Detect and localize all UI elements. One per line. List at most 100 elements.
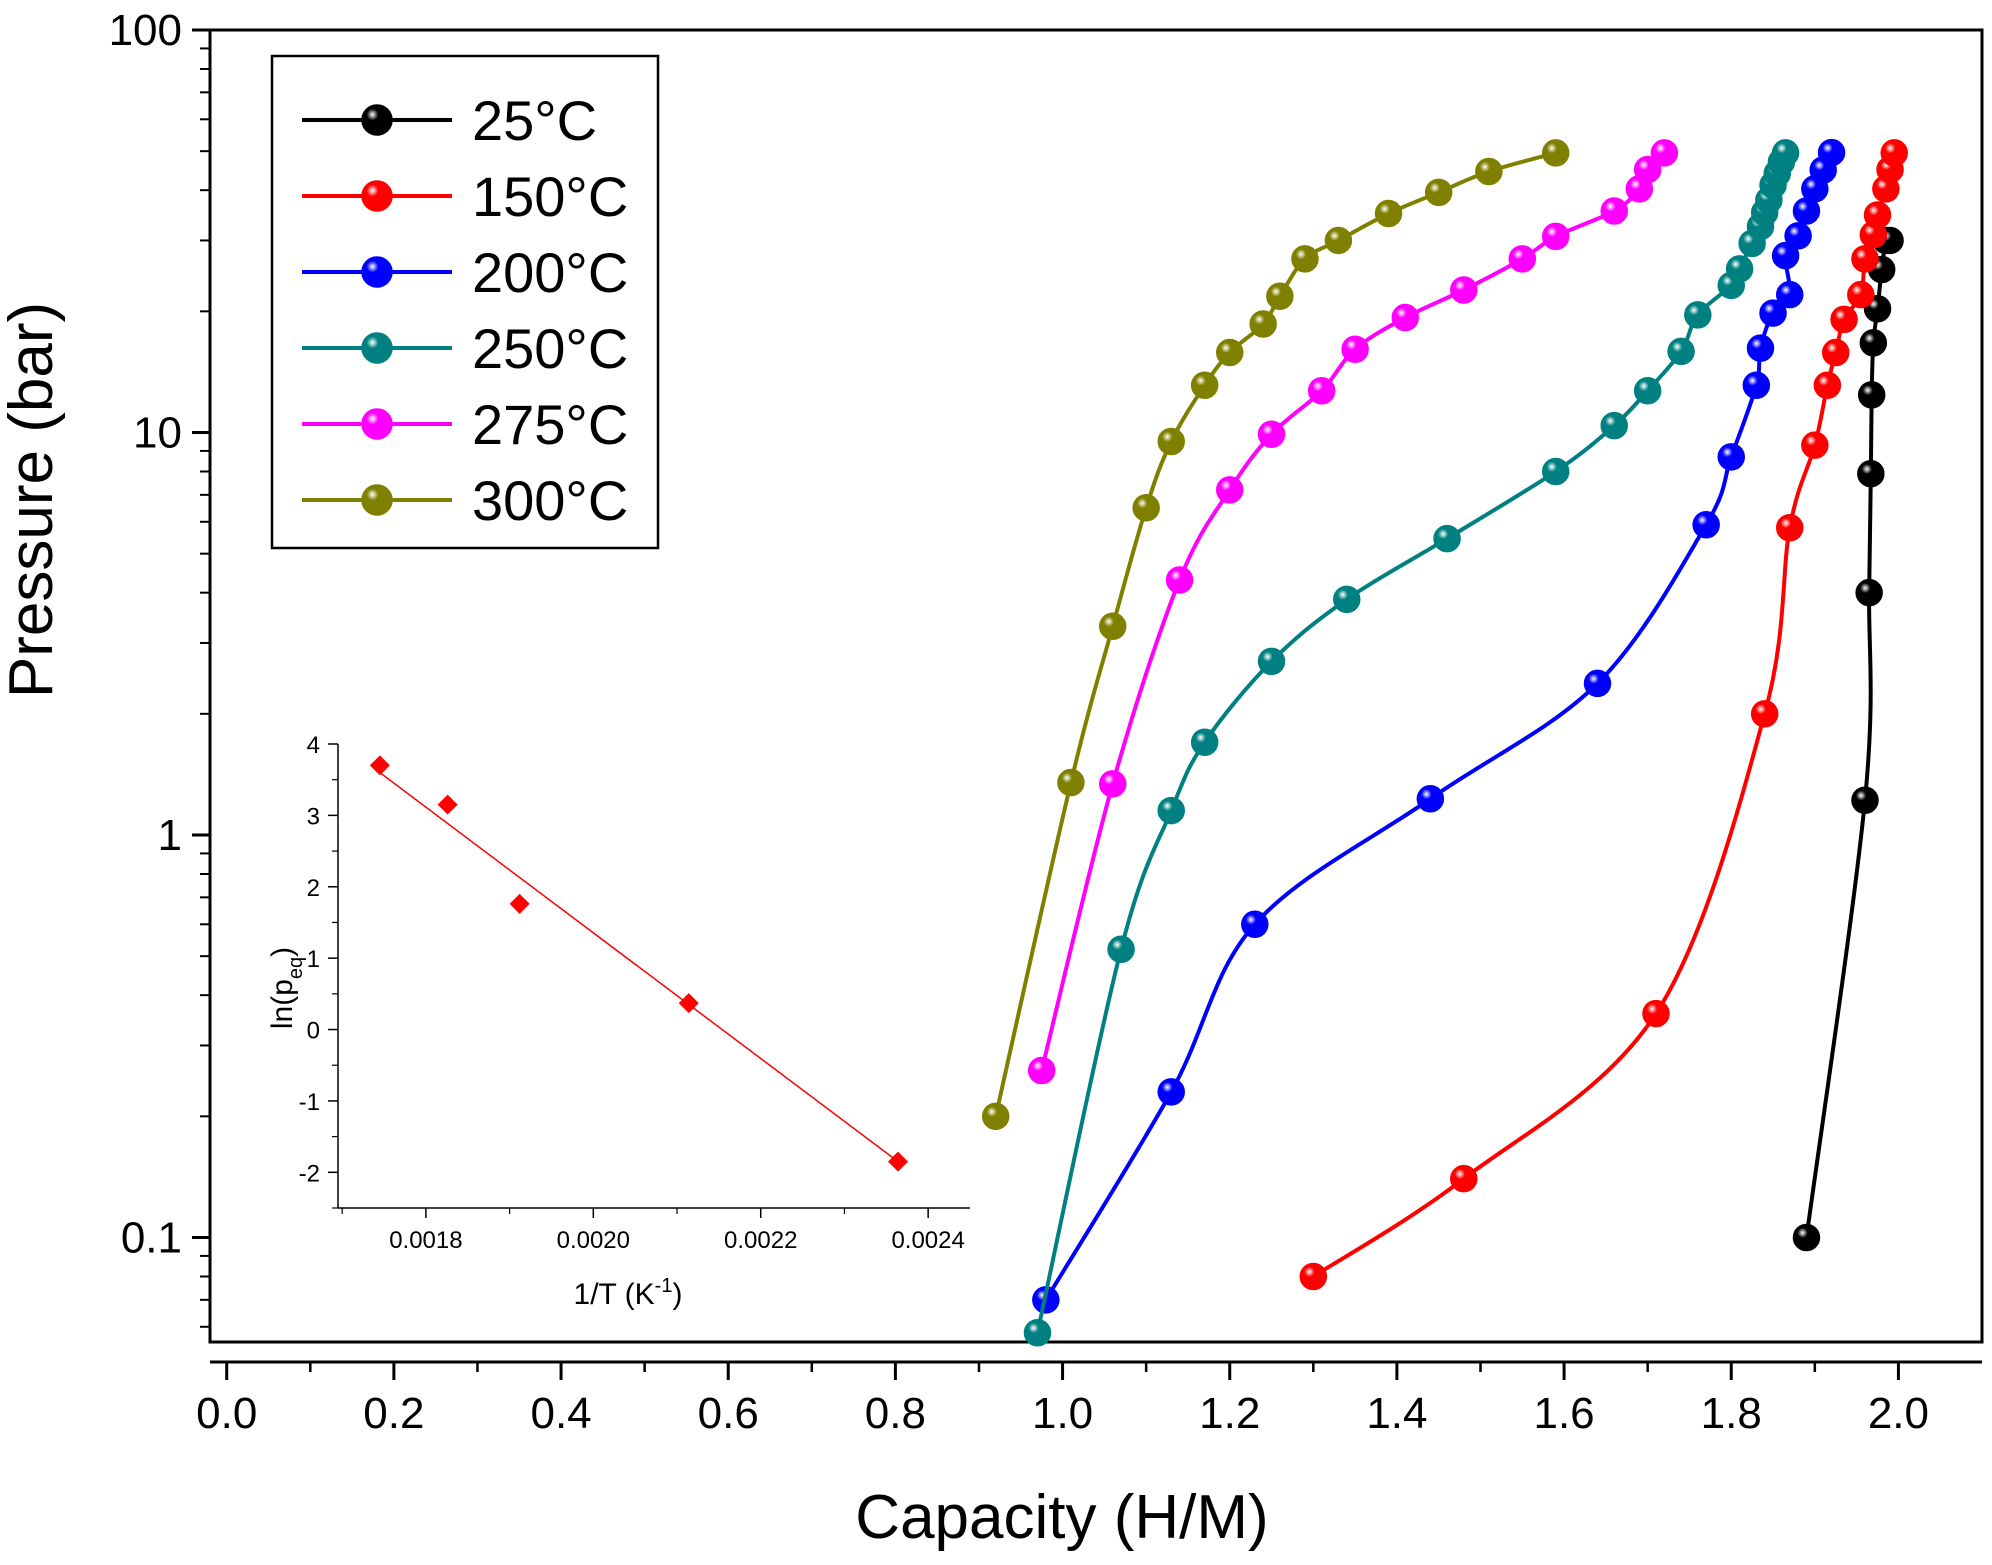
x-tick-label-9: 1.8 (1701, 1389, 1762, 1438)
data-point-250-c-13 (1725, 255, 1754, 283)
inset-y-axis-title: ln(peq) (266, 947, 307, 1029)
x-tick-label-4: 0.8 (865, 1389, 926, 1438)
data-point-275-c-2 (1165, 566, 1194, 594)
series-25-c (1792, 226, 1904, 1252)
data-point-300-c-3 (1132, 494, 1160, 522)
data-point-275-c-1 (1098, 770, 1127, 798)
data-point-200-c-4 (1583, 669, 1612, 698)
data-point-300-c-12 (1424, 178, 1453, 207)
legend-marker-25-c (361, 104, 393, 136)
data-point-25-c-5 (1859, 329, 1888, 357)
data-point-300-c-8 (1266, 282, 1294, 311)
data-point-300-c-9 (1291, 245, 1319, 273)
legend: 25°C 150°C 200°C 250°C 275°C 300°C (302, 89, 628, 532)
data-point-275-c-3 (1215, 476, 1244, 504)
data-point-300-c-5 (1190, 371, 1219, 400)
data-point-150-c-2 (1642, 999, 1670, 1028)
data-point-200-c-11 (1771, 241, 1800, 270)
data-point-275-c-6 (1341, 335, 1369, 364)
legend-label-300-c: 300°C (472, 469, 628, 532)
data-point-150-c-7 (1821, 338, 1850, 367)
data-point-150-c-15 (1880, 139, 1908, 167)
legend-box (270, 54, 660, 550)
data-point-250-c-0 (1023, 1318, 1052, 1347)
data-point-275-c-13 (1633, 155, 1662, 184)
y-axis-title: Pressure (bar) (0, 302, 66, 698)
inset-axes: 0.0018 0.0020 0.0022 0.0024 -2 -1 0 1 2 3 4 (299, 732, 970, 1254)
legend-label-250-c: 250°C (472, 317, 628, 380)
data-point-150-c-1 (1450, 1164, 1478, 1193)
inset-data-point-4 (888, 1151, 909, 1172)
legend-item-25-c: 25°C (302, 89, 597, 152)
inset-y-tick-label-3: 1 (307, 946, 320, 973)
data-point-250-c-6 (1433, 524, 1461, 553)
x-tick-label-6: 1.2 (1199, 1389, 1260, 1438)
data-point-150-c-6 (1813, 371, 1842, 400)
data-point-275-c-14 (1650, 139, 1679, 167)
y-tick-label-3: 100 (109, 6, 182, 55)
data-point-200-c-10 (1776, 280, 1804, 309)
data-point-300-c-1 (1057, 768, 1085, 797)
data-point-250-c-9 (1633, 376, 1662, 405)
data-point-250-c-2 (1157, 796, 1185, 825)
inset-x-tick-label-1: 0.0020 (557, 1227, 630, 1254)
x-tick-label-10: 2.0 (1868, 1389, 1929, 1438)
legend-item-300-c: 300°C (302, 469, 628, 532)
x-tick-label-1: 0.2 (363, 1389, 424, 1438)
data-point-25-c-2 (1855, 578, 1883, 607)
main-series-group (981, 138, 1908, 1347)
data-point-150-c-9 (1847, 280, 1875, 309)
data-point-275-c-0 (1027, 1056, 1056, 1085)
inset-data-point-3 (678, 993, 699, 1014)
legend-label-25-c: 25°C (472, 89, 597, 152)
legend-marker-275-c (361, 408, 393, 440)
data-point-25-c-3 (1857, 459, 1885, 488)
data-point-150-c-10 (1851, 245, 1879, 273)
legend-marker-300-c (361, 484, 393, 516)
inset-x-tick-label-0: 0.0018 (389, 1227, 462, 1254)
legend-marker-200-c (361, 256, 393, 288)
legend-marker-250-c (361, 332, 393, 364)
series-150-c (1299, 139, 1908, 1291)
inset-data-group (369, 755, 909, 1172)
legend-item-150-c: 150°C (302, 165, 628, 228)
data-point-200-c-7 (1742, 371, 1771, 400)
inset-y-tick-label-6: 4 (307, 732, 320, 759)
inset-y-tick-label-1: -1 (299, 1089, 320, 1116)
inset-data-point-1 (437, 794, 458, 815)
x-tick-label-3: 0.6 (698, 1389, 759, 1438)
inset-fit-line (379, 771, 899, 1163)
data-point-150-c-8 (1830, 305, 1858, 334)
legend-label-275-c: 275°C (472, 393, 628, 456)
y-tick-label-1: 1 (158, 811, 182, 860)
data-point-150-c-5 (1801, 431, 1829, 459)
data-point-25-c-1 (1851, 786, 1879, 814)
data-point-275-c-10 (1541, 222, 1570, 251)
series-300-c (981, 139, 1570, 1131)
data-point-200-c-1 (1157, 1078, 1185, 1106)
inset-x-tick-label-2: 0.0022 (724, 1227, 797, 1254)
inset-data-point-0 (369, 755, 390, 776)
legend-item-200-c: 200°C (302, 241, 628, 304)
data-point-300-c-4 (1157, 427, 1185, 456)
data-point-275-c-9 (1508, 245, 1537, 273)
data-point-300-c-13 (1475, 157, 1503, 186)
data-point-300-c-6 (1215, 338, 1244, 367)
main-plot-frame (208, 28, 1984, 1344)
data-point-250-c-10 (1667, 337, 1695, 366)
legend-label-150-c: 150°C (472, 165, 628, 228)
x-tick-label-7: 1.4 (1366, 1389, 1427, 1438)
data-point-300-c-2 (1098, 612, 1127, 641)
data-point-275-c-8 (1450, 276, 1478, 304)
legend-item-250-c: 250°C (302, 317, 628, 380)
data-point-200-c-2 (1241, 910, 1269, 939)
data-point-300-c-11 (1374, 199, 1403, 228)
data-point-250-c-5 (1333, 585, 1361, 614)
data-point-275-c-5 (1307, 376, 1336, 405)
data-point-250-c-7 (1541, 457, 1570, 486)
data-point-250-c-11 (1684, 301, 1712, 329)
x-tick-label-5: 1.0 (1032, 1389, 1093, 1438)
data-point-200-c-3 (1416, 785, 1445, 813)
data-point-200-c-12 (1784, 222, 1812, 250)
